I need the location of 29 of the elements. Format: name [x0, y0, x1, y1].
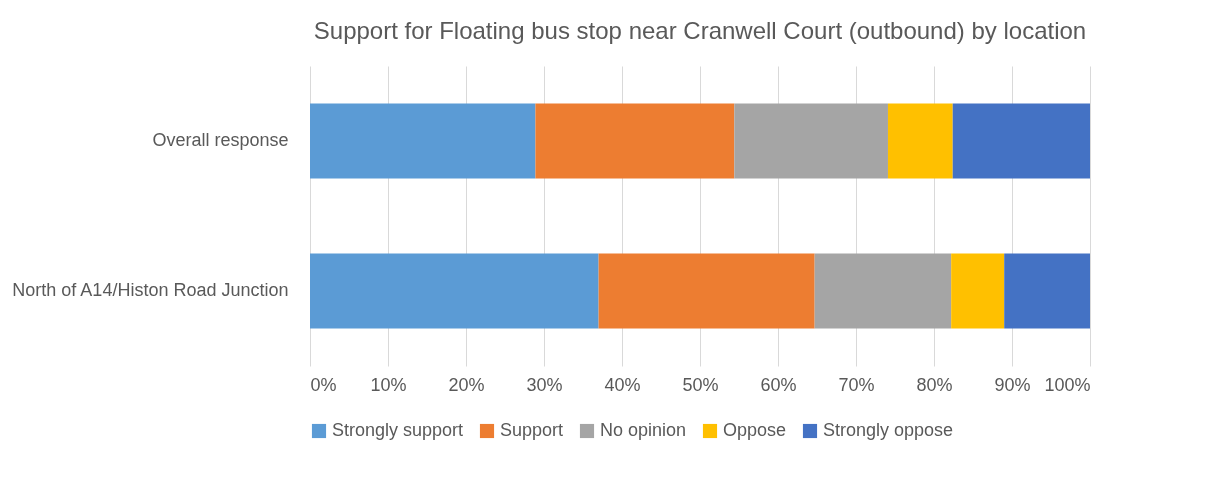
legend-label: Strongly oppose — [823, 420, 954, 440]
x-tick-label: 60% — [760, 374, 797, 395]
x-tick-label: 90% — [994, 374, 1031, 395]
bar — [598, 253, 815, 329]
x-tick-label: 40% — [604, 374, 641, 395]
x-tick-label: 10% — [370, 374, 407, 395]
x-tick-label: 20% — [448, 374, 485, 395]
legend-label: Support — [500, 420, 564, 440]
legend-label: No opinion — [600, 420, 687, 440]
bar — [814, 253, 952, 329]
x-tick-label: 70% — [838, 374, 875, 395]
bar — [951, 253, 1005, 329]
y-tick-label: Overall response — [152, 130, 289, 150]
bar — [535, 103, 735, 179]
bar — [310, 103, 536, 179]
legend-label: Strongly support — [332, 420, 464, 440]
legend-label: Oppose — [723, 420, 787, 440]
bar — [310, 253, 599, 329]
bar — [887, 103, 953, 179]
chart-title: Support for Floating bus stop near Cranwell Court (outbound) by location — [313, 17, 1087, 44]
x-tick-label: 100% — [1044, 374, 1091, 395]
bar — [734, 103, 888, 179]
y-tick-label: North of A14/Histon Road Junction — [12, 280, 289, 300]
x-tick-label: 50% — [682, 374, 719, 395]
x-tick-label: 30% — [526, 374, 563, 395]
bar — [952, 103, 1090, 179]
x-tick-label: 0% — [310, 374, 337, 395]
x-tick-label: 80% — [916, 374, 953, 395]
bar — [1004, 253, 1090, 329]
